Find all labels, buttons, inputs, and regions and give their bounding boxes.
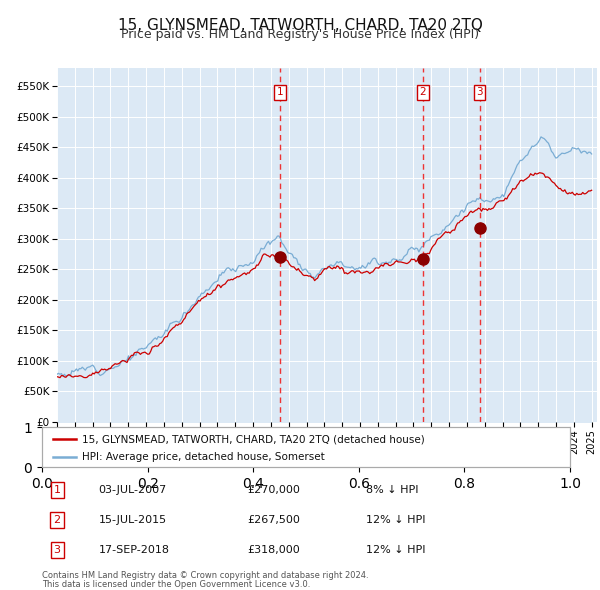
Text: £318,000: £318,000 xyxy=(247,545,300,555)
Text: 3: 3 xyxy=(476,87,483,97)
Text: £267,500: £267,500 xyxy=(247,515,300,525)
Text: HPI: Average price, detached house, Somerset: HPI: Average price, detached house, Some… xyxy=(82,453,325,462)
Text: 12% ↓ HPI: 12% ↓ HPI xyxy=(366,515,425,525)
Text: 12% ↓ HPI: 12% ↓ HPI xyxy=(366,545,425,555)
Text: 2: 2 xyxy=(420,87,427,97)
Text: 8% ↓ HPI: 8% ↓ HPI xyxy=(366,485,419,495)
Text: 15, GLYNSMEAD, TATWORTH, CHARD, TA20 2TQ (detached house): 15, GLYNSMEAD, TATWORTH, CHARD, TA20 2TQ… xyxy=(82,434,424,444)
Text: Contains HM Land Registry data © Crown copyright and database right 2024.: Contains HM Land Registry data © Crown c… xyxy=(42,571,368,579)
Text: Price paid vs. HM Land Registry's House Price Index (HPI): Price paid vs. HM Land Registry's House … xyxy=(121,28,479,41)
Text: 15, GLYNSMEAD, TATWORTH, CHARD, TA20 2TQ: 15, GLYNSMEAD, TATWORTH, CHARD, TA20 2TQ xyxy=(118,18,482,32)
Text: 03-JUL-2007: 03-JUL-2007 xyxy=(98,485,167,495)
Text: 2: 2 xyxy=(53,515,61,525)
Text: 3: 3 xyxy=(53,545,61,555)
Text: 17-SEP-2018: 17-SEP-2018 xyxy=(98,545,170,555)
Text: 1: 1 xyxy=(53,485,61,495)
Text: 1: 1 xyxy=(277,87,283,97)
Text: This data is licensed under the Open Government Licence v3.0.: This data is licensed under the Open Gov… xyxy=(42,580,310,589)
Text: £270,000: £270,000 xyxy=(247,485,300,495)
Text: 15-JUL-2015: 15-JUL-2015 xyxy=(98,515,167,525)
